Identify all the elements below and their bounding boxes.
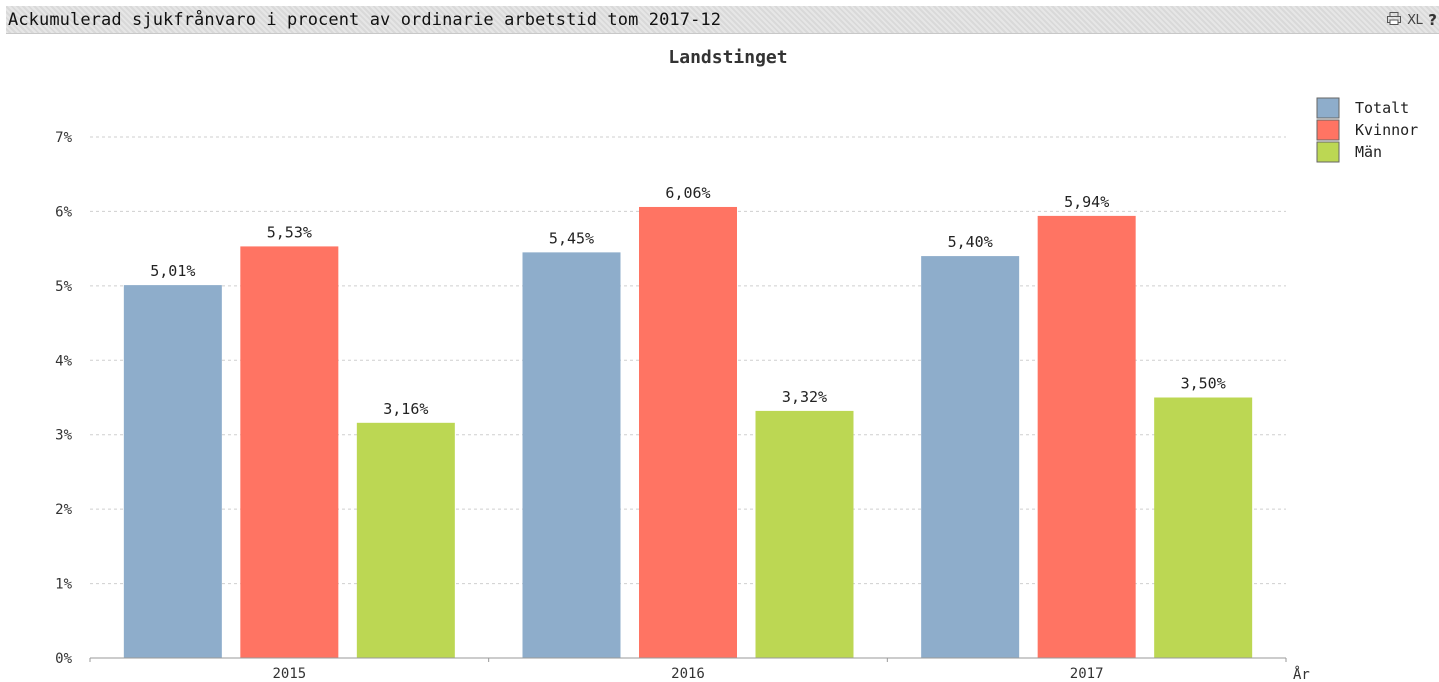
- data-label: 5,40%: [948, 233, 993, 251]
- data-label: 5,53%: [267, 223, 312, 241]
- data-label: 3,16%: [383, 400, 428, 418]
- help-icon[interactable]: ?: [1428, 11, 1437, 29]
- bar-kvinnor-2016[interactable]: [639, 206, 737, 658]
- x-tick-label: 2017: [1070, 666, 1104, 682]
- x-axis-label: År: [1293, 666, 1310, 682]
- bar-män-2017[interactable]: [1154, 397, 1253, 659]
- x-tick-label: 2016: [671, 666, 705, 682]
- legend-swatch-män: [1316, 141, 1340, 163]
- data-label: 5,01%: [150, 262, 195, 280]
- data-label: 5,45%: [549, 229, 594, 247]
- data-label: 6,06%: [665, 184, 710, 202]
- legend-swatch-totalt: [1316, 97, 1340, 119]
- bar-totalt-2015[interactable]: [123, 285, 222, 658]
- y-tick-label: 1%: [55, 577, 72, 593]
- legend-swatch-kvinnor: [1316, 119, 1340, 141]
- bar-män-2016[interactable]: [755, 410, 854, 658]
- data-label: 3,50%: [1181, 375, 1226, 393]
- chart-caption-title: Ackumulerad sjukfrånvaro i procent av or…: [8, 10, 722, 30]
- y-tick-label: 6%: [55, 204, 72, 220]
- data-label: 5,94%: [1064, 193, 1109, 211]
- y-tick-label: 4%: [55, 353, 72, 369]
- y-tick-label: 7%: [55, 130, 72, 146]
- print-icon[interactable]: [1387, 11, 1402, 29]
- y-tick-label: 5%: [55, 279, 72, 295]
- bar-kvinnor-2015[interactable]: [240, 246, 339, 658]
- y-tick-label: 0%: [55, 651, 72, 667]
- x-tick-label: 2015: [272, 666, 306, 682]
- legend-label: Totalt: [1355, 99, 1409, 117]
- y-tick-label: 3%: [55, 428, 72, 444]
- legend-label: Kvinnor: [1355, 121, 1418, 139]
- bar-totalt-2016[interactable]: [522, 252, 621, 658]
- chart-title: Landstinget: [668, 47, 787, 68]
- legend-label: Män: [1355, 143, 1382, 161]
- bar-kvinnor-2017[interactable]: [1037, 215, 1136, 658]
- bar-totalt-2017[interactable]: [921, 256, 1020, 658]
- xl-icon[interactable]: XL: [1407, 12, 1423, 28]
- caption-icons: XL ?: [1387, 11, 1437, 29]
- caption-bar: Ackumulerad sjukfrånvaro i procent av or…: [6, 6, 1439, 34]
- y-tick-label: 2%: [55, 502, 72, 518]
- bar-män-2015[interactable]: [356, 422, 455, 658]
- data-label: 3,32%: [782, 388, 827, 406]
